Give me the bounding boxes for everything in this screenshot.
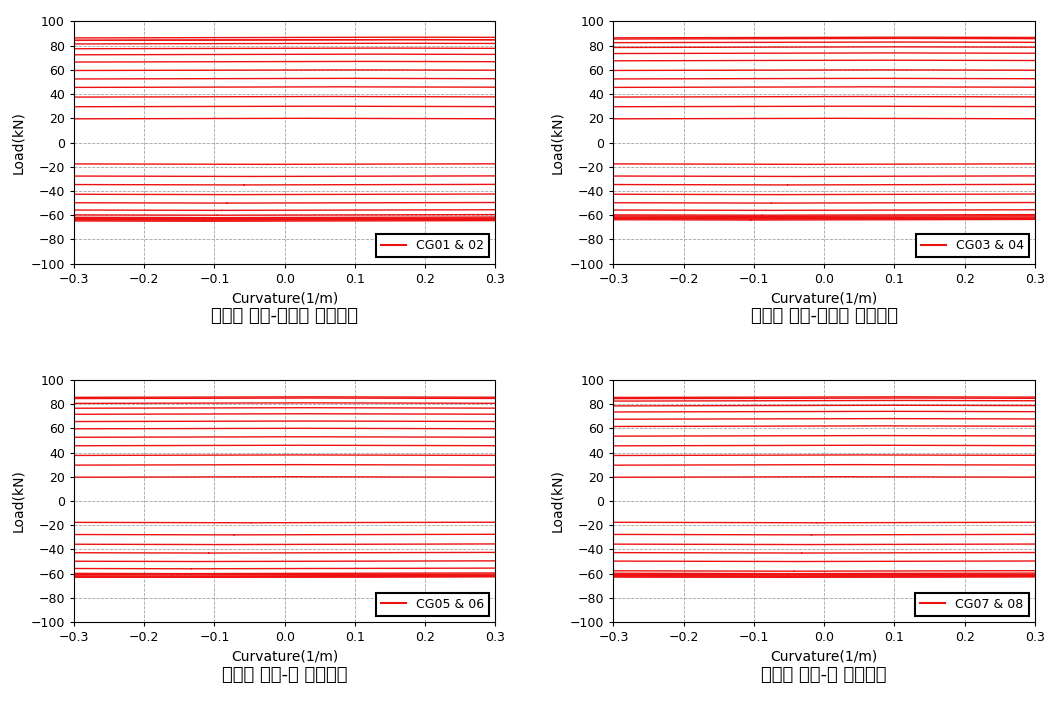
Legend: CG07 & 08: CG07 & 08 <box>916 593 1029 616</box>
Legend: CG05 & 06: CG05 & 06 <box>376 593 489 616</box>
Legend: CG01 & 02: CG01 & 02 <box>376 235 489 257</box>
X-axis label: Curvature(1/m): Curvature(1/m) <box>771 650 878 664</box>
X-axis label: Curvature(1/m): Curvature(1/m) <box>771 291 878 305</box>
Y-axis label: Load(kN): Load(kN) <box>11 111 25 174</box>
Legend: CG03 & 04: CG03 & 04 <box>916 235 1029 257</box>
Y-axis label: Load(kN): Load(kN) <box>550 470 565 533</box>
X-axis label: Curvature(1/m): Curvature(1/m) <box>231 650 338 664</box>
Y-axis label: Load(kN): Load(kN) <box>11 470 25 533</box>
Text: 〈좌측 기둥-기초판 접합부〉: 〈좌측 기둥-기초판 접합부〉 <box>211 307 358 325</box>
Text: 〈좌측 기둥-보 접합부〉: 〈좌측 기둥-보 접합부〉 <box>222 666 347 684</box>
Text: 〈우측 기둥-기초판 접합부〉: 〈우측 기둥-기초판 접합부〉 <box>751 307 898 325</box>
Y-axis label: Load(kN): Load(kN) <box>550 111 565 174</box>
X-axis label: Curvature(1/m): Curvature(1/m) <box>231 291 338 305</box>
Text: 〈우측 기둥-보 접합부〉: 〈우측 기둥-보 접합부〉 <box>761 666 887 684</box>
